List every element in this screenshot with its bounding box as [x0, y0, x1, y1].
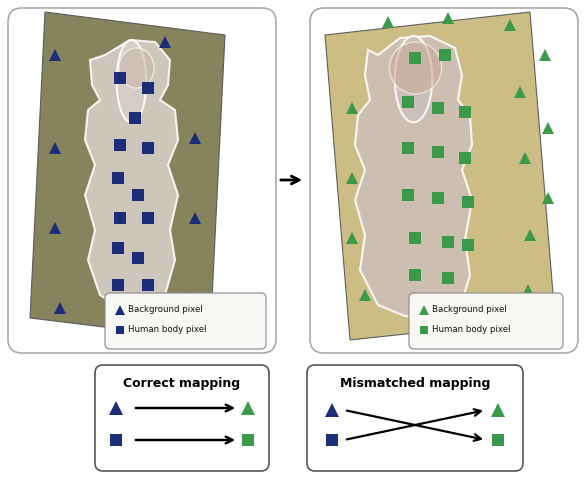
Text: Human body pixel: Human body pixel	[128, 325, 206, 335]
FancyBboxPatch shape	[310, 8, 578, 353]
Polygon shape	[355, 36, 472, 318]
Polygon shape	[325, 12, 555, 340]
Text: Human body pixel: Human body pixel	[432, 325, 510, 335]
Ellipse shape	[119, 48, 154, 88]
Ellipse shape	[117, 40, 146, 122]
Text: Background pixel: Background pixel	[128, 305, 203, 314]
Ellipse shape	[390, 42, 441, 94]
FancyBboxPatch shape	[105, 293, 266, 349]
FancyBboxPatch shape	[307, 365, 523, 471]
FancyBboxPatch shape	[8, 8, 276, 353]
Polygon shape	[30, 12, 225, 340]
FancyBboxPatch shape	[95, 365, 269, 471]
Polygon shape	[85, 40, 178, 310]
Ellipse shape	[395, 36, 432, 122]
Text: Mismatched mapping: Mismatched mapping	[340, 377, 490, 391]
Text: Correct mapping: Correct mapping	[124, 377, 241, 391]
Text: Background pixel: Background pixel	[432, 305, 507, 314]
FancyBboxPatch shape	[409, 293, 563, 349]
